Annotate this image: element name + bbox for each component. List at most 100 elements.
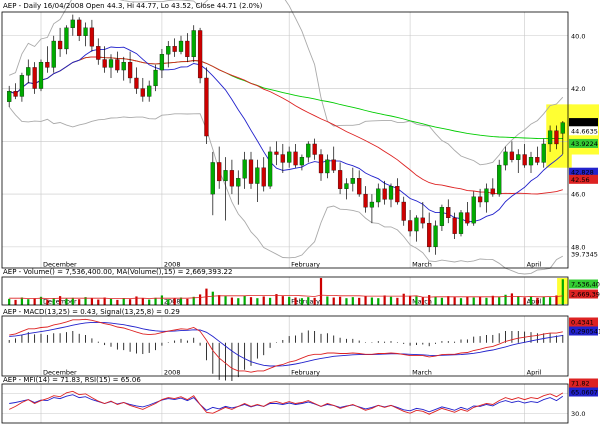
price-tag-4: 42.56 bbox=[571, 176, 590, 184]
price-tag-0: 44.71 bbox=[571, 119, 590, 127]
price-tag-1-bg bbox=[569, 126, 598, 136]
price-tick-4: 40.0 bbox=[571, 32, 585, 40]
candle-53 bbox=[344, 183, 349, 189]
price-panel: 48.046.044.042.040.0December2008February… bbox=[1, 0, 599, 275]
price-month-3: March bbox=[412, 261, 432, 269]
candle-33 bbox=[217, 162, 222, 182]
candle-56 bbox=[363, 193, 368, 208]
candle-16 bbox=[108, 59, 114, 68]
candle-66 bbox=[427, 222, 432, 248]
ma-slow-line bbox=[9, 56, 563, 195]
candle-57 bbox=[369, 201, 375, 208]
candle-27 bbox=[178, 40, 184, 52]
candle-11 bbox=[77, 19, 82, 36]
candle-26 bbox=[172, 46, 177, 52]
candle-50 bbox=[325, 159, 330, 174]
volume-month-4: April bbox=[527, 298, 542, 306]
bollinger-lower bbox=[8, 106, 564, 275]
candle-75 bbox=[484, 188, 489, 203]
price-header: AEP - Daily 16/04/2008 Open 44.3, Hi 44.… bbox=[3, 2, 263, 10]
volume-tag-1: 2,669,39 bbox=[571, 291, 600, 299]
candle-29 bbox=[191, 30, 196, 58]
candle-87 bbox=[560, 122, 565, 134]
volume-month-2: February bbox=[291, 298, 320, 306]
candle-64 bbox=[414, 217, 419, 232]
candle-60 bbox=[388, 186, 394, 200]
mfi-frame bbox=[1, 383, 569, 424]
candle-55 bbox=[357, 178, 362, 195]
candle-61 bbox=[395, 186, 400, 203]
mfi-line bbox=[9, 390, 564, 415]
candle-14 bbox=[96, 46, 101, 60]
candle-23 bbox=[153, 69, 158, 87]
macd-frame bbox=[1, 315, 569, 377]
macd-panel: December 2008 February March April 0.43410.29… bbox=[1, 315, 600, 382]
mfi-tag-1-bg bbox=[569, 387, 598, 397]
mfi-header: AEP - MFI(14) = 71.83, RSI(15) = 65.06 bbox=[3, 376, 141, 384]
price-tag-3-bg bbox=[569, 167, 598, 177]
candle-47 bbox=[306, 143, 311, 158]
candle-2 bbox=[19, 75, 25, 97]
candle-59 bbox=[382, 188, 387, 200]
price-month-0: December bbox=[43, 261, 77, 269]
candle-6 bbox=[45, 61, 50, 68]
candle-10 bbox=[70, 19, 75, 28]
candle-43 bbox=[280, 154, 285, 163]
candle-4 bbox=[32, 67, 37, 89]
candle-65 bbox=[420, 217, 425, 224]
candle-63 bbox=[407, 220, 413, 232]
candle-83 bbox=[535, 157, 540, 163]
macd-month-3: March bbox=[412, 369, 432, 377]
volume-frame bbox=[1, 276, 569, 306]
candle-34 bbox=[223, 170, 228, 182]
candle-36 bbox=[236, 178, 241, 187]
candle-18 bbox=[121, 61, 126, 71]
candle-41 bbox=[267, 151, 273, 187]
candle-25 bbox=[166, 46, 171, 55]
candle-73 bbox=[471, 196, 476, 224]
candle-70 bbox=[452, 217, 457, 234]
candle-80 bbox=[516, 154, 521, 160]
candle-24 bbox=[159, 54, 165, 71]
candle-20 bbox=[134, 77, 139, 89]
price-tag-5: 39.7345 bbox=[571, 251, 598, 259]
price-tick-0: 48.0 bbox=[571, 243, 585, 251]
macd-header: AEP - MACD(13,25) = 0.43, Signal(13,25,8… bbox=[3, 308, 180, 316]
candle-12 bbox=[83, 27, 88, 36]
candle-76 bbox=[490, 188, 495, 195]
candle-82 bbox=[528, 157, 534, 166]
mfi-tag-0: 71.82 bbox=[571, 380, 590, 388]
macd-month-0: December bbox=[43, 369, 77, 377]
price-tag-2-bg bbox=[569, 138, 598, 148]
candle-13 bbox=[89, 27, 95, 47]
price-month-2: February bbox=[291, 261, 320, 269]
candle-54 bbox=[350, 178, 355, 184]
volume-tag-1-bg bbox=[569, 289, 598, 299]
candle-39 bbox=[255, 167, 260, 184]
candle-22 bbox=[147, 85, 152, 97]
macd-month-2: February bbox=[291, 369, 320, 377]
candle-72 bbox=[465, 212, 470, 224]
candle-84 bbox=[541, 143, 546, 163]
candle-78 bbox=[503, 151, 508, 166]
volume-tag-0: 7,536,40 bbox=[571, 281, 600, 289]
candle-9 bbox=[64, 27, 69, 50]
candle-71 bbox=[458, 212, 464, 234]
volume-panel: December2008FebruaryMarchApril7,536,402,… bbox=[1, 276, 600, 306]
candle-46 bbox=[299, 157, 305, 166]
volume-ma-line bbox=[9, 294, 563, 299]
macd-signal-line bbox=[9, 321, 563, 367]
price-tag-2: 43.9224 bbox=[571, 140, 598, 148]
candle-48 bbox=[312, 143, 317, 155]
candle-68 bbox=[439, 207, 445, 226]
candle-3 bbox=[26, 67, 31, 76]
candle-8 bbox=[57, 40, 63, 50]
candle-31 bbox=[204, 77, 209, 137]
candle-5 bbox=[38, 61, 44, 89]
candle-28 bbox=[185, 40, 190, 58]
macd-line bbox=[9, 318, 563, 373]
ma-long-line bbox=[9, 56, 563, 140]
